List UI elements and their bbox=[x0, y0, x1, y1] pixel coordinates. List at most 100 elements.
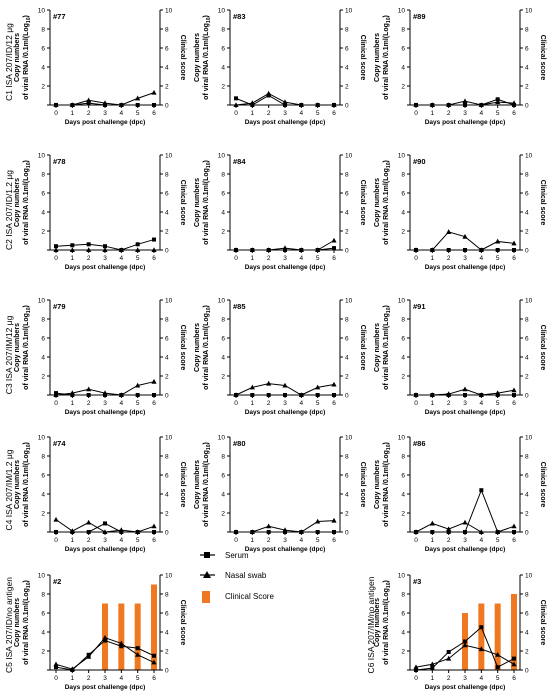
nasal-point bbox=[298, 247, 304, 252]
serum-point bbox=[152, 393, 156, 397]
y-axis-label-left-2: of viral RNA /0.1ml(Log10) bbox=[23, 160, 32, 245]
panel-3: 0 2 2 4 4 6 6 8 8 10 10 0 1 2 3 4 5 6 Days post challenge … bbox=[374, 573, 546, 692]
nasal-point bbox=[151, 523, 157, 529]
y-tick-label-left: 10 bbox=[38, 153, 46, 160]
x-tick-label: 4 bbox=[120, 675, 124, 682]
y-tick-label-right: 0 bbox=[165, 248, 169, 255]
y-tick-label-right: 2 bbox=[165, 649, 169, 656]
y-tick-label-left: 6 bbox=[41, 611, 45, 618]
x-tick-label: 6 bbox=[332, 255, 336, 262]
nasal-point bbox=[249, 247, 255, 252]
x-tick-label: 1 bbox=[71, 400, 75, 407]
nasal-point bbox=[53, 247, 59, 252]
x-tick-label: 0 bbox=[54, 255, 58, 262]
nasal-point bbox=[53, 392, 59, 397]
y-axis-label-left-2: of viral RNA /0.1ml(Log10) bbox=[203, 305, 212, 390]
serum-point bbox=[86, 393, 91, 397]
serum-point bbox=[152, 653, 156, 658]
x-tick-label: 1 bbox=[431, 675, 435, 682]
y-tick-label-right: 10 bbox=[165, 298, 173, 305]
nasal-point bbox=[86, 386, 92, 392]
x-axis-label: Days post challenge (dpc) bbox=[65, 119, 146, 126]
x-tick-label: 2 bbox=[87, 537, 91, 544]
y-tick-label-left: 4 bbox=[401, 630, 405, 637]
y-tick-label-left: 2 bbox=[41, 511, 45, 518]
x-tick-label: 0 bbox=[234, 255, 238, 262]
y-tick-label-right: 0 bbox=[525, 393, 529, 400]
score-bar bbox=[134, 603, 141, 670]
nasal-point bbox=[446, 655, 452, 661]
serum-point bbox=[430, 666, 435, 671]
y-tick-label-right: 8 bbox=[165, 454, 169, 461]
x-tick-label: 4 bbox=[120, 400, 124, 407]
y-axis-label-left-2: of viral RNA /0.1ml(Log10) bbox=[383, 442, 392, 527]
panel-77: 0 2 2 4 4 6 6 8 8 10 10 0 1 2 3 4 5 6 Days post challenge … bbox=[14, 8, 186, 127]
y-tick-label-left: 10 bbox=[398, 298, 406, 305]
x-tick-label: 4 bbox=[120, 537, 124, 544]
y-axis-label-left-2: of viral RNA /0.1ml(Log10) bbox=[383, 160, 392, 245]
y-tick-label-right: 2 bbox=[525, 229, 529, 236]
y-axis-label-left-2: of viral RNA /0.1ml(Log10) bbox=[383, 15, 392, 100]
row-label-c3: C3 ISA 207/IM/12 μg bbox=[4, 315, 14, 394]
nasal-point bbox=[331, 517, 337, 523]
panel-91: 0 2 2 4 4 6 6 8 8 10 10 0 1 2 3 4 5 6 Days post challenge … bbox=[374, 298, 546, 417]
serum-point bbox=[512, 248, 516, 252]
y-tick-label-left: 4 bbox=[401, 65, 405, 72]
y-tick-label-right: 2 bbox=[525, 511, 529, 518]
nasal-point bbox=[429, 520, 435, 526]
y-tick-label-right: 2 bbox=[165, 84, 169, 91]
x-tick-label: 0 bbox=[234, 537, 238, 544]
serum-point bbox=[463, 393, 467, 397]
x-tick-label: 0 bbox=[414, 675, 418, 682]
serum-point bbox=[152, 237, 156, 242]
y-tick-label-left: 10 bbox=[398, 8, 406, 15]
nasal-point bbox=[511, 523, 517, 529]
panel-90: 0 2 2 4 4 6 6 8 8 10 10 0 1 2 3 4 5 6 Days post challenge … bbox=[374, 153, 546, 272]
x-tick-label: 6 bbox=[512, 400, 516, 407]
serum-point bbox=[54, 244, 58, 249]
x-axis-label: Days post challenge (dpc) bbox=[425, 264, 506, 271]
y-axis-label-right: Clinical score bbox=[359, 180, 366, 226]
y-axis-label-left: Copy numbers bbox=[194, 33, 201, 82]
x-tick-label: 4 bbox=[300, 400, 304, 407]
x-tick-label: 2 bbox=[267, 537, 271, 544]
legend-score-label: Clinical Score bbox=[225, 592, 274, 601]
y-tick-label-left: 8 bbox=[41, 454, 45, 461]
x-tick-label: 0 bbox=[54, 400, 58, 407]
y-tick-label-right: 6 bbox=[165, 611, 169, 618]
x-tick-label: 0 bbox=[414, 110, 418, 117]
x-tick-label: 6 bbox=[152, 400, 156, 407]
panel-id: #79 bbox=[53, 302, 66, 311]
y-axis-label-left-2: of viral RNA /0.1ml(Log10) bbox=[383, 580, 392, 665]
x-tick-label: 2 bbox=[87, 675, 91, 682]
nasal-point bbox=[233, 102, 239, 107]
nasal-point bbox=[495, 529, 501, 534]
y-tick-label-left: 8 bbox=[41, 27, 45, 34]
x-tick-label: 2 bbox=[447, 255, 451, 262]
nasal-point bbox=[282, 382, 288, 388]
y-tick-label-left: 4 bbox=[221, 210, 225, 217]
y-tick-label-right: 8 bbox=[525, 317, 529, 324]
legend-nasal-label: Nasal swab bbox=[225, 571, 267, 580]
x-tick-label: 5 bbox=[316, 400, 320, 407]
panel-id: #90 bbox=[413, 157, 426, 166]
y-tick-label-left: 4 bbox=[41, 630, 45, 637]
x-tick-label: 2 bbox=[267, 255, 271, 262]
x-tick-label: 3 bbox=[283, 537, 287, 544]
y-axis-label-left: Copy numbers bbox=[374, 460, 381, 509]
serum-point bbox=[266, 530, 271, 534]
x-axis-label: Days post challenge (dpc) bbox=[425, 409, 506, 416]
x-tick-label: 3 bbox=[283, 110, 287, 117]
nasal-point bbox=[446, 229, 452, 234]
legend-serum: Serum bbox=[200, 551, 249, 560]
y-tick-label-right: 0 bbox=[345, 393, 349, 400]
y-tick-label-left: 6 bbox=[401, 611, 405, 618]
serum-point bbox=[103, 638, 107, 643]
y-tick-label-left: 2 bbox=[41, 229, 45, 236]
y-tick-label-left: 10 bbox=[38, 298, 46, 305]
y-axis-label-left: Copy numbers bbox=[14, 323, 21, 372]
x-axis-label: Days post challenge (dpc) bbox=[245, 264, 326, 271]
score-bar bbox=[151, 584, 157, 670]
x-tick-label: 3 bbox=[103, 675, 107, 682]
